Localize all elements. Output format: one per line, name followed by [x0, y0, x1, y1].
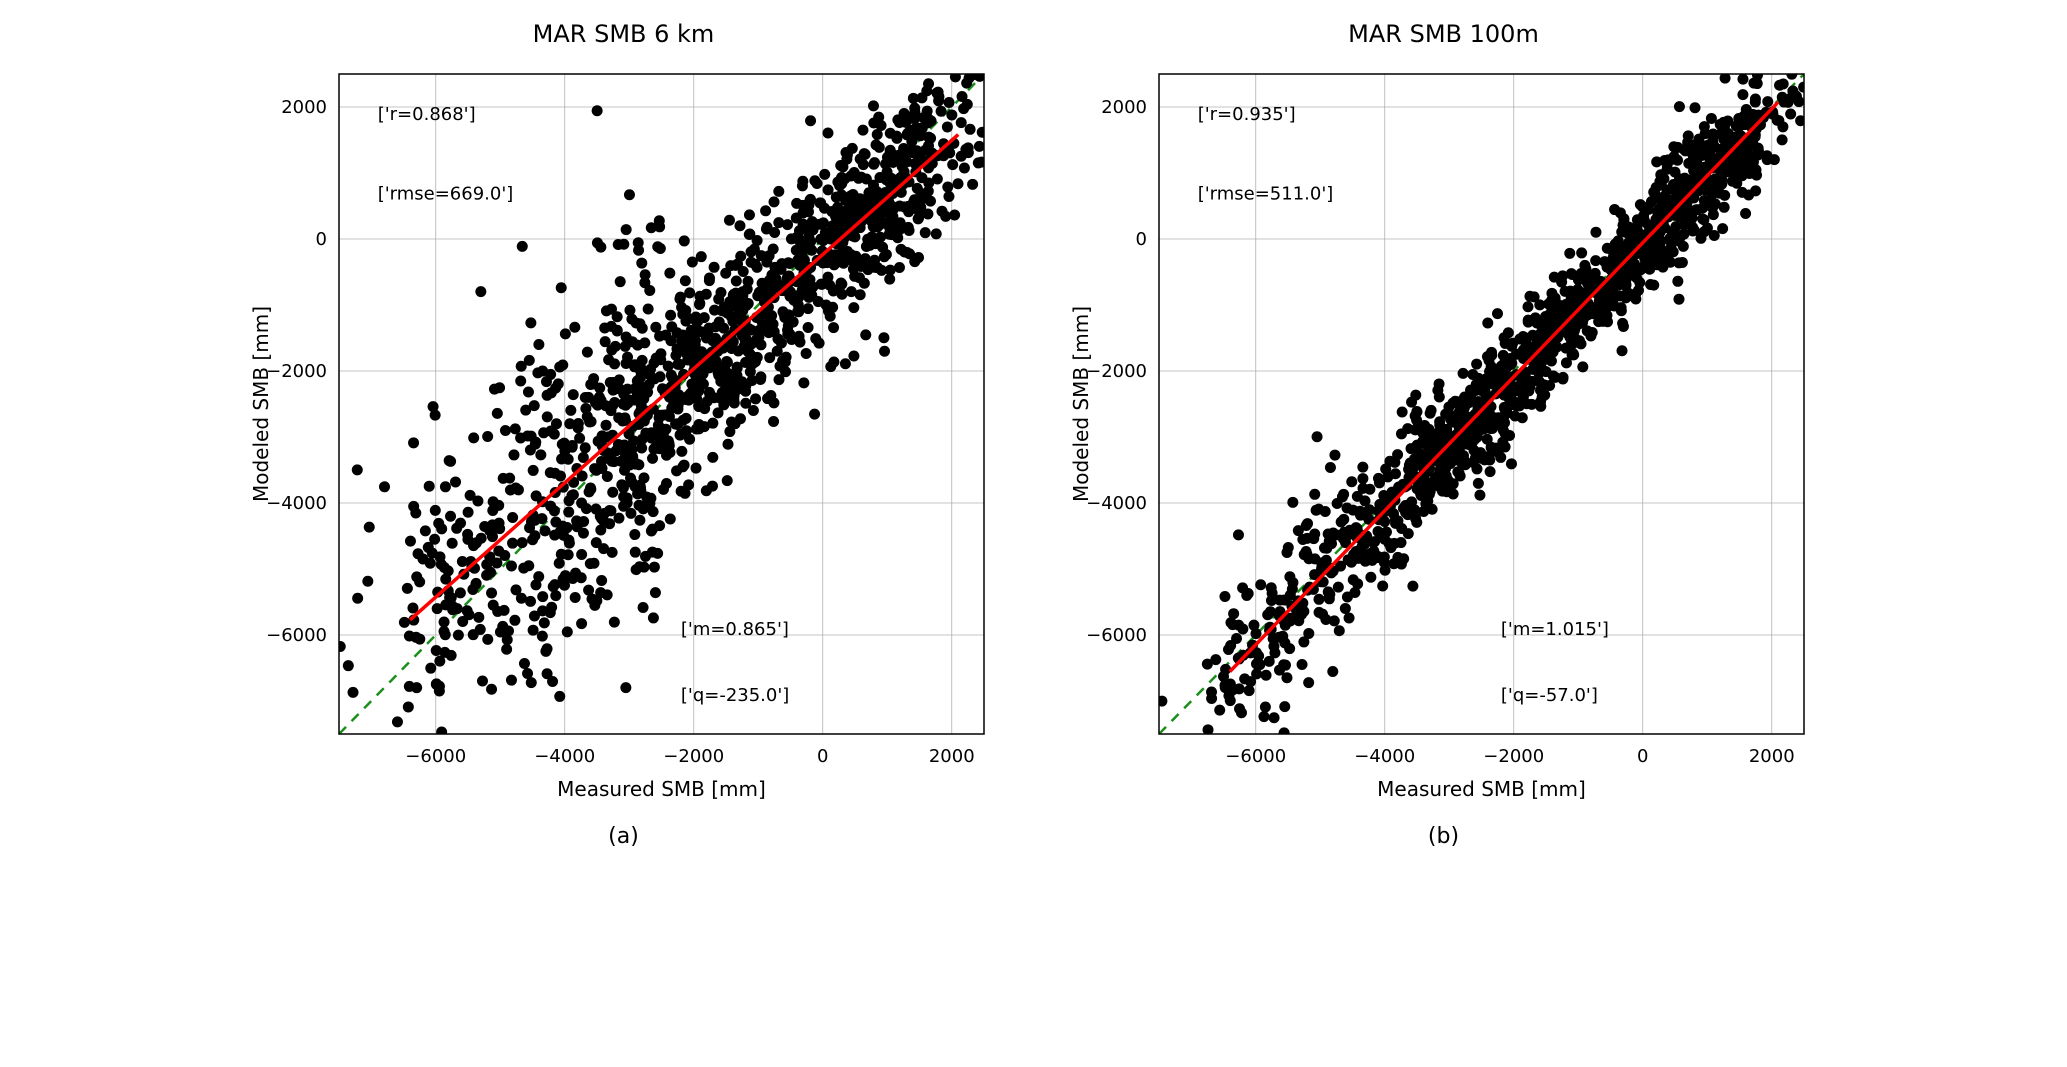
svg-text:−6000: −6000 [266, 625, 327, 646]
panel-a-title: MAR SMB 6 km [533, 20, 715, 48]
svg-text:Modeled SMB [mm]: Modeled SMB [mm] [1069, 306, 1093, 502]
svg-text:['rmse=669.0']: ['rmse=669.0'] [377, 183, 513, 204]
svg-text:Measured SMB [mm]: Measured SMB [mm] [557, 777, 766, 801]
svg-text:−4000: −4000 [1086, 493, 1147, 514]
svg-text:['r=0.868']: ['r=0.868'] [377, 104, 475, 125]
svg-text:['rmse=511.0']: ['rmse=511.0'] [1197, 183, 1333, 204]
svg-text:−6000: −6000 [1086, 625, 1147, 646]
svg-text:2000: 2000 [928, 746, 974, 767]
svg-text:['r=0.935']: ['r=0.935'] [1197, 104, 1295, 125]
svg-text:0: 0 [315, 229, 326, 250]
svg-text:0: 0 [817, 746, 828, 767]
svg-text:2000: 2000 [281, 97, 327, 118]
svg-text:2000: 2000 [1101, 97, 1147, 118]
svg-text:−4000: −4000 [534, 746, 595, 767]
panel-a: MAR SMB 6 km −6000 −4000 −2000 0 2000 −6000 −4… [244, 20, 1004, 849]
panel-b-title: MAR SMB 100m [1348, 20, 1539, 48]
svg-text:Measured SMB [mm]: Measured SMB [mm] [1377, 777, 1586, 801]
svg-text:['q=-57.0']: ['q=-57.0'] [1500, 685, 1597, 706]
svg-text:−2000: −2000 [1483, 746, 1544, 767]
svg-text:0: 0 [1135, 229, 1146, 250]
panel-b-sublabel: (b) [1428, 824, 1459, 849]
svg-text:−4000: −4000 [266, 493, 327, 514]
scatter-plot-a: −6000 −4000 −2000 0 2000 −6000 −4000 −2000 0 2000… [244, 54, 1004, 814]
svg-text:−2000: −2000 [266, 361, 327, 382]
panel-a-sublabel: (a) [608, 824, 639, 849]
scatter-plot-b: −6000 −4000 −2000 0 2000 −6000 −4000 −2000 0 2000… [1064, 54, 1824, 814]
svg-text:−6000: −6000 [405, 746, 466, 767]
svg-text:−2000: −2000 [1086, 361, 1147, 382]
svg-text:['m=0.865']: ['m=0.865'] [680, 619, 788, 640]
svg-text:['m=1.015']: ['m=1.015'] [1500, 619, 1608, 640]
panel-b: MAR SMB 100m −6000 −4000 −2000 0 2000 −6000 −4… [1064, 20, 1824, 849]
svg-text:['q=-235.0']: ['q=-235.0'] [680, 685, 788, 706]
svg-text:−4000: −4000 [1354, 746, 1415, 767]
svg-text:0: 0 [1637, 746, 1648, 767]
svg-text:−2000: −2000 [663, 746, 724, 767]
svg-text:−6000: −6000 [1225, 746, 1286, 767]
figure: MAR SMB 6 km −6000 −4000 −2000 0 2000 −6000 −4… [244, 20, 1824, 849]
svg-text:2000: 2000 [1748, 746, 1794, 767]
svg-text:Modeled SMB [mm]: Modeled SMB [mm] [249, 306, 273, 502]
